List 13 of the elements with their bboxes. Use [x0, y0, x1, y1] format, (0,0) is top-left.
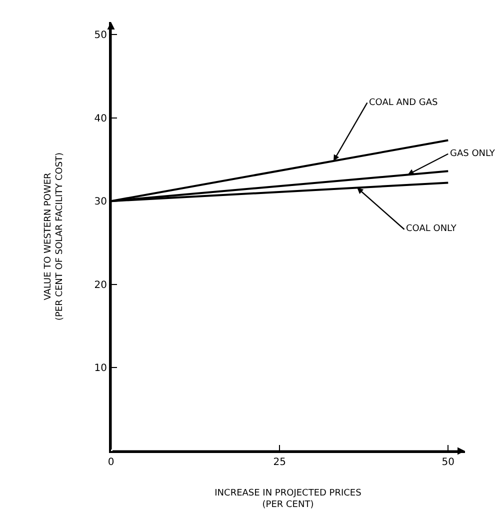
- text: COAL AND GAS: [369, 98, 438, 108]
- y-tick-label: 10: [94, 363, 107, 374]
- y-axis-title: VALUE TO WESTERN POWER (PER CENT OF SOLAR FACILITY COST): [43, 152, 66, 321]
- y-tick-label: 20: [94, 280, 107, 291]
- x-axis-title: INCREASE IN PROJECTED PRICES (PER CENT): [214, 488, 362, 510]
- y-tick-label: 50: [94, 30, 107, 41]
- x-tick-label: 25: [273, 457, 286, 468]
- x-tick-label: 50: [442, 457, 455, 468]
- x-tick-label: 0: [108, 457, 114, 468]
- y-tick-label: 40: [94, 113, 107, 124]
- series-label: GAS ONLY: [450, 149, 495, 159]
- y-tick-label: 30: [94, 196, 107, 208]
- text: COAL ONLY: [406, 224, 457, 234]
